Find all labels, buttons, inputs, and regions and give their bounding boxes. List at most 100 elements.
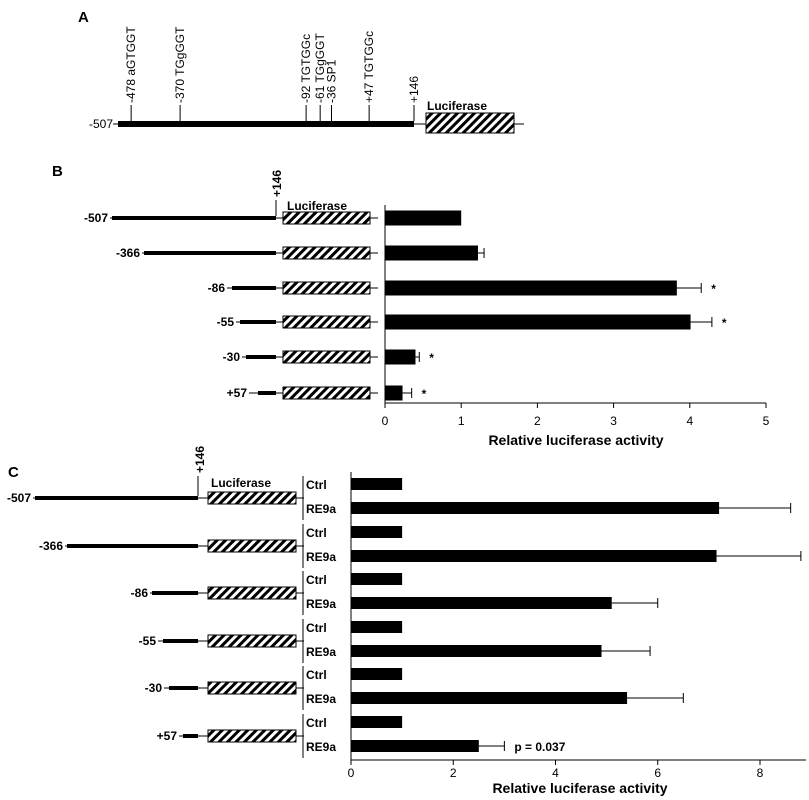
- panel-b-bar-1: [385, 245, 478, 261]
- panel-b-bar-5: [385, 385, 403, 401]
- construct-label-0: -507: [7, 491, 31, 505]
- construct-label-5: +57: [227, 386, 248, 400]
- construct-bar-4: [246, 355, 276, 359]
- panel-b-bar-4: [385, 349, 416, 365]
- panel-c-bar-2-0: [351, 573, 403, 585]
- panel-c-bar-0-1: [351, 502, 720, 514]
- panel-c-bar-2-1: [351, 597, 612, 609]
- panel-c-pvalue: p = 0.037: [514, 740, 565, 754]
- panel-c-tick-label-1: 2: [450, 766, 457, 780]
- construct-label-2: -86: [131, 586, 149, 600]
- panel-c-bar-5-0: [351, 716, 403, 728]
- panel-b-tick-label-2: 2: [534, 414, 541, 428]
- panel-c-series-label-1-1: RE9a: [306, 550, 336, 564]
- construct-luciferase-3: [207, 634, 297, 648]
- panel-c-ticks: 0 2 4 6 8: [348, 760, 764, 780]
- panel-c-series-label-4-0: Ctrl: [306, 668, 327, 682]
- panel-c-tick-label-2: 4: [552, 766, 559, 780]
- construct-bar-3: [240, 320, 276, 324]
- panel-c-series-label-2-1: RE9a: [306, 597, 336, 611]
- panel-b-letter: B: [52, 163, 63, 180]
- construct-bar-1: [67, 544, 198, 548]
- construct-luciferase-0: [207, 491, 297, 505]
- panel-b-significance-5: *: [422, 387, 427, 401]
- panel-c-bar-4-0: [351, 668, 403, 680]
- panel-b-tick-label-4: 4: [686, 414, 693, 428]
- site-label-5: +47 TGTGGc: [362, 31, 376, 103]
- construct-bar-0: [35, 496, 198, 500]
- panel-b-bar-0: [385, 210, 462, 226]
- construct-luciferase-4: [207, 681, 297, 695]
- luciferase-box: [425, 112, 515, 134]
- panel-c-series-label-3-1: RE9a: [306, 645, 336, 659]
- construct-bar-2: [152, 591, 198, 595]
- panel-c-bar-5-1: [351, 740, 479, 752]
- construct-bar-4: [169, 686, 198, 690]
- panel-b-significance-4: *: [429, 351, 434, 365]
- construct-label-4: -30: [223, 350, 241, 364]
- panel-c-bars: Ctrl RE9a Ctrl RE9a Ctrl RE9a Ctrl RE9a Ctrl RE9a…: [302, 476, 802, 758]
- panel-c-series-label-3-0: Ctrl: [306, 621, 327, 635]
- construct-luciferase-4: [282, 350, 371, 364]
- construct-label-4: -30: [145, 681, 163, 695]
- site-label-2: -92 TGTGGc: [299, 34, 313, 103]
- construct-luciferase-1: [207, 539, 297, 553]
- construct-luciferase-0: [282, 211, 371, 225]
- panel-c-series-label-2-0: Ctrl: [306, 573, 327, 587]
- construct-bar-3: [163, 639, 198, 643]
- panel-a-letter: A: [78, 9, 89, 26]
- panel-c-series-label-5-1: RE9a: [306, 740, 336, 754]
- construct-luciferase-2: [282, 281, 371, 295]
- panel-c-series-label-0-1: RE9a: [306, 502, 336, 516]
- panel-b-tick-label-5: 5: [763, 414, 770, 428]
- construct-label-5: +57: [157, 729, 178, 743]
- site-label-0: -478 aGTGGT: [124, 26, 138, 103]
- panel-c-bar-3-0: [351, 621, 403, 633]
- end-label: +146: [407, 76, 421, 103]
- panel-b-ticks: 0 1 2 3 4 5: [382, 403, 770, 428]
- panel-c-tick-label-3: 6: [654, 766, 661, 780]
- panel-c-tick-label-4: 8: [757, 766, 764, 780]
- construct-label-2: -86: [208, 281, 226, 295]
- construct-label-3: -55: [139, 634, 157, 648]
- panel-b-x-title: Relative luciferase activity: [488, 432, 663, 448]
- panel-b-tick-label-0: 0: [382, 414, 389, 428]
- panel-c-series-label-4-1: RE9a: [306, 692, 336, 706]
- construct-luciferase-2: [207, 586, 297, 600]
- panel-c-series-label-0-0: Ctrl: [306, 478, 327, 492]
- construct-luciferase-5: [282, 386, 371, 400]
- promoter-bar: [118, 121, 414, 127]
- panel-c-bar-3-1: [351, 645, 602, 657]
- construct-label-1: -366: [39, 539, 63, 553]
- panel-c-bar-1-1: [351, 550, 717, 562]
- panel-c-series-label-5-0: Ctrl: [306, 716, 327, 730]
- construct-bar-1: [144, 251, 276, 255]
- construct-bar-5: [183, 734, 198, 738]
- site-label-3: -61 TGgGGT: [313, 33, 327, 103]
- panel-c-bar-1-0: [351, 526, 403, 538]
- construct-bar-5: [258, 391, 276, 395]
- panel-b-146-label: +146: [270, 170, 284, 197]
- panel-b-luciferase-label: Luciferase: [287, 199, 347, 213]
- construct-bar-2: [232, 286, 276, 290]
- construct-label-1: -366: [116, 246, 140, 260]
- luciferase-label: Luciferase: [427, 99, 487, 113]
- panel-a: A -507 Luciferase +146 -478 aGTGGT -370 T…: [78, 9, 524, 134]
- panel-b-bar-2: [385, 280, 677, 296]
- panel-b-significance-2: *: [711, 282, 716, 296]
- promoter-start-label: -507: [89, 117, 113, 131]
- construct-label-0: -507: [84, 211, 108, 225]
- panel-c-luciferase-label: Luciferase: [211, 476, 271, 490]
- construct-luciferase-1: [282, 246, 371, 260]
- panel-b-tick-label-3: 3: [610, 414, 617, 428]
- panel-c-constructs: -507 -366 -86 -55 -30 +57 +146 Luciferase: [7, 446, 304, 743]
- construct-luciferase-3: [282, 315, 371, 329]
- panel-b-significance-3: *: [722, 316, 727, 330]
- construct-label-3: -55: [217, 315, 235, 329]
- panel-b-tick-label-1: 1: [458, 414, 465, 428]
- site-label-4: -36 SP1: [325, 59, 339, 103]
- panel-b-bars: * * * *: [385, 210, 727, 401]
